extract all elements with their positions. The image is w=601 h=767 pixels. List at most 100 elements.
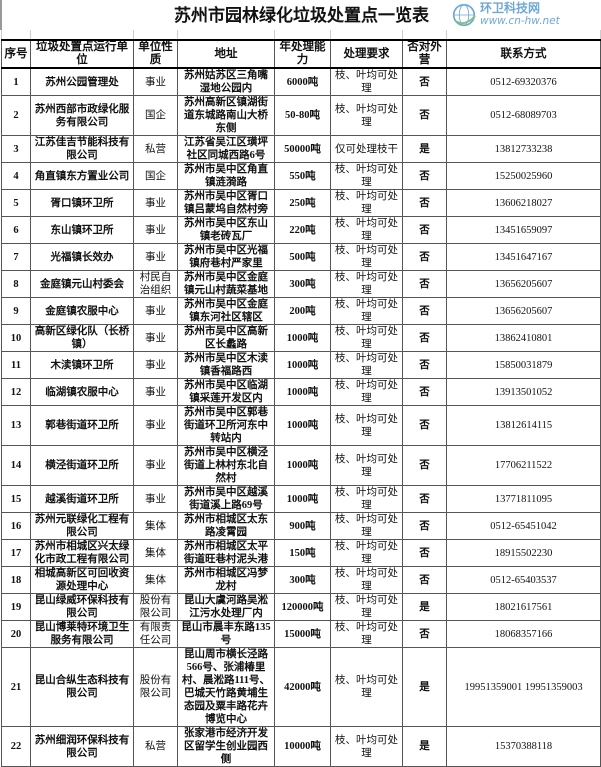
cell-contact: 13656205607 xyxy=(446,297,601,325)
cell-org-type: 事业 xyxy=(133,405,178,446)
cell-address: 苏州市吴中区金庭镇东河社区辖区 xyxy=(177,297,275,325)
cell-index: 16 xyxy=(1,512,31,540)
table-row: 3 江苏佳吉节能科技有限公司 私营 江苏省吴江区璜坪社区同城西路6号 50000吨 仅可处… xyxy=(1,135,601,163)
cell-capacity: 50000吨 xyxy=(274,135,331,163)
cell-org-type: 国企 xyxy=(133,95,178,136)
cell-requirement: 枝、叶均可处理 xyxy=(330,270,403,298)
cell-requirement: 枝、叶均可处理 xyxy=(330,378,403,406)
disposal-sites-table: 序号 垃圾处置点运行单位 单位性质 地址 年处理能力 处理要求 否对外营 联系方… xyxy=(1,30,601,767)
cell-index: 17 xyxy=(1,539,31,567)
cell-capacity: 250吨 xyxy=(274,189,331,217)
cell-contact: 15250025960 xyxy=(446,162,601,190)
table-row: 16 苏州元联绿化工程有限公司 集体 苏州市相城区太东路凌霄园 900吨 枝、叶均可处理否… xyxy=(1,512,601,540)
cell-external: 否 xyxy=(402,405,447,446)
cell-operator: 临湖镇农服中心 xyxy=(30,378,134,406)
cell-operator: 苏州公园管理处 xyxy=(30,67,134,96)
cell-external: 否 xyxy=(402,566,447,594)
cell-operator: 昆山合纵生态科技有限公司 xyxy=(30,647,134,727)
cell-operator: 高新区绿化队（长桥镇） xyxy=(30,324,134,352)
table-row: 13 郭巷街道环卫所 事业 苏州市吴中区郭巷街道环卫所河东中转站内 1000吨 枝、叶均可… xyxy=(1,405,601,446)
cell-operator: 金庭镇元山村委会 xyxy=(30,270,134,298)
cell-org-type: 集体 xyxy=(133,566,178,594)
cell-capacity: 42000吨 xyxy=(274,647,331,727)
cell-address: 苏州姑苏区三角嘴湿地公园内 xyxy=(177,67,275,96)
cell-requirement: 枝、叶均可处理 xyxy=(330,324,403,352)
cell-index: 10 xyxy=(1,324,31,352)
cell-external: 是 xyxy=(402,593,447,621)
header-external: 否对外营 xyxy=(402,39,447,69)
cell-address: 苏州市吴中区角直镇涟漪路 xyxy=(177,162,275,190)
cell-org-type: 事业 xyxy=(133,216,178,244)
table-row: 14 横泾街道环卫所 事业 苏州市吴中区横泾街道上林村东北自然村 1000吨 枝、叶均可处… xyxy=(1,445,601,486)
header-index: 序号 xyxy=(1,39,31,69)
cell-address: 苏州市吴中区越溪街道溪上路69号 xyxy=(177,485,275,513)
cell-capacity: 6000吨 xyxy=(274,67,331,96)
cell-requirement: 枝、叶均可处理 xyxy=(330,512,403,540)
cell-operator: 东山镇环卫所 xyxy=(30,216,134,244)
cell-contact: 13862410801 xyxy=(446,324,601,352)
cell-external: 否 xyxy=(402,445,447,486)
table-row: 20 昆山博莱特环境卫生服务有限公司 有限责任公司 昆山市晨丰东路135号 15000吨… xyxy=(1,620,601,648)
table-row: 4 角直镇东方置业公司 国企 苏州市吴中区角直镇涟漪路 550吨 枝、叶均可处理否 1525… xyxy=(1,162,601,190)
cell-contact: 15370388118 xyxy=(446,726,601,767)
cell-index: 22 xyxy=(1,726,31,767)
cell-contact: 0512-65403537 xyxy=(446,566,601,594)
table-row: 5 胥口镇环卫所 事业 苏州市吴中区胥口镇吕蒙坞自然村旁 250吨 枝、叶均可处理否 136… xyxy=(1,189,601,217)
cell-org-type: 事业 xyxy=(133,378,178,406)
cell-contact: 13656205607 xyxy=(446,270,601,298)
cell-org-type: 集体 xyxy=(133,512,178,540)
cell-index: 6 xyxy=(1,216,31,244)
cell-operator: 光福镇长效办 xyxy=(30,243,134,271)
cell-address: 苏州市吴中区东山镇老砖瓦厂 xyxy=(177,216,275,244)
cell-operator: 木渎镇环卫所 xyxy=(30,351,134,379)
cell-org-type: 股份有限公司 xyxy=(133,647,178,727)
cell-org-type: 集体 xyxy=(133,539,178,567)
cell-org-type: 事业 xyxy=(133,485,178,513)
cell-operator: 角直镇东方置业公司 xyxy=(30,162,134,190)
cell-org-type: 股份有限公司 xyxy=(133,593,178,621)
cell-address: 苏州市吴中区郭巷街道环卫所河东中转站内 xyxy=(177,405,275,446)
cell-contact: 0512-69320376 xyxy=(446,67,601,96)
cell-index: 3 xyxy=(1,135,31,163)
cell-capacity: 900吨 xyxy=(274,512,331,540)
cell-requirement: 枝、叶均可处理 xyxy=(330,216,403,244)
cell-external: 否 xyxy=(402,512,447,540)
cell-index: 13 xyxy=(1,405,31,446)
cell-requirement: 枝、叶均可处理 xyxy=(330,593,403,621)
cell-requirement: 枝、叶均可处理 xyxy=(330,162,403,190)
cell-index: 12 xyxy=(1,378,31,406)
cell-org-type: 事业 xyxy=(133,243,178,271)
cell-org-type: 事业 xyxy=(133,297,178,325)
cell-contact: 13913501052 xyxy=(446,378,601,406)
cell-capacity: 220吨 xyxy=(274,216,331,244)
cell-capacity: 10000吨 xyxy=(274,726,331,767)
table-row: 21 昆山合纵生态科技有限公司 股份有限公司 昆山周市横长泾路566号、张浦椿里村、晨… xyxy=(1,647,601,727)
cell-external: 是 xyxy=(402,647,447,727)
cell-contact: 13812733238 xyxy=(446,135,601,163)
cell-operator: 郭巷街道环卫所 xyxy=(30,405,134,446)
cell-address: 苏州市吴中区横泾街道上林村东北自然村 xyxy=(177,445,275,486)
header-contact: 联系方式 xyxy=(446,39,601,69)
cell-capacity: 550吨 xyxy=(274,162,331,190)
table-row: 11 木渎镇环卫所 事业 苏州市吴中区木渎镇香福路西 1000吨 枝、叶均可处理否 1585… xyxy=(1,351,601,379)
cell-requirement: 枝、叶均可处理 xyxy=(330,95,403,136)
cell-org-type: 事业 xyxy=(133,67,178,96)
cell-operator: 相城高新区可回收资源处理中心 xyxy=(30,566,134,594)
cell-address: 昆山市晨丰东路135号 xyxy=(177,620,275,648)
cell-index: 1 xyxy=(1,67,31,96)
table-header: 序号 垃圾处置点运行单位 单位性质 地址 年处理能力 处理要求 否对外营 联系方… xyxy=(1,39,601,69)
page-title: 苏州市园林绿化垃圾处置点一览表 xyxy=(0,0,601,30)
cell-capacity: 1000吨 xyxy=(274,351,331,379)
cell-index: 8 xyxy=(1,270,31,298)
cell-address: 苏州市相城区太东路凌霄园 xyxy=(177,512,275,540)
cell-org-type: 事业 xyxy=(133,324,178,352)
cell-contact: 18021617561 xyxy=(446,593,601,621)
cell-capacity: 150吨 xyxy=(274,539,331,567)
cell-requirement: 仅可处理枝干 xyxy=(330,135,403,163)
cell-requirement: 枝、叶均可处理 xyxy=(330,297,403,325)
cell-capacity: 1000吨 xyxy=(274,405,331,446)
cell-capacity: 1000吨 xyxy=(274,445,331,486)
cell-operator: 苏州元联绿化工程有限公司 xyxy=(30,512,134,540)
cell-address: 苏州市吴中区临湖镇采莲开发区内 xyxy=(177,378,275,406)
cell-org-type: 事业 xyxy=(133,351,178,379)
